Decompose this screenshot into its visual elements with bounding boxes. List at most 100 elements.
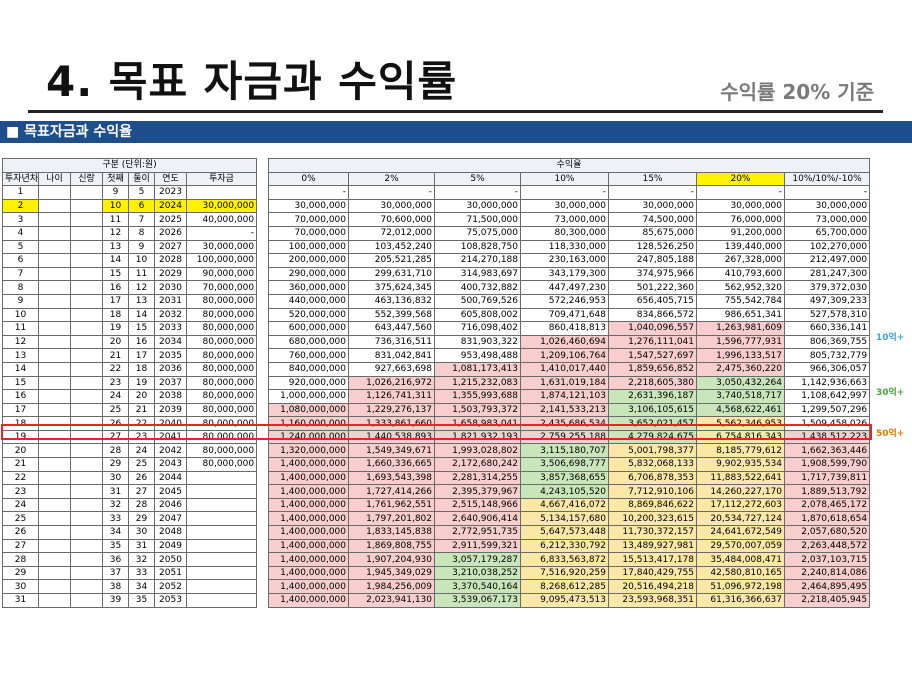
right-col-header: 10%: [520, 171, 609, 187]
first-child-cell: 36: [102, 552, 129, 567]
return-cell: 30,000,000: [520, 198, 609, 214]
table-row: 1,400,000,000 1,907,204,930 3,057,179,287 6…: [268, 552, 871, 567]
investment-cell: 30,000,000: [185, 239, 258, 255]
second-child-cell: 28: [128, 497, 155, 513]
investment-cell: [185, 497, 258, 513]
return-cell: 1,859,656,852: [608, 361, 697, 377]
right-col-header: 10%/10%/-10%: [783, 171, 871, 187]
return-cell: 1,080,000,000: [268, 402, 349, 418]
return-cell: 24,641,672,549: [696, 525, 785, 540]
first-child-cell: 23: [102, 375, 129, 391]
groom-cell: [70, 565, 103, 581]
return-cell: 1,833,145,838: [348, 525, 435, 540]
investment-cell: [185, 470, 258, 486]
groom-cell: [70, 416, 103, 431]
table-row: 7 15 11 2029 90,000,000: [2, 266, 258, 282]
return-cell: 562,952,320: [696, 280, 785, 295]
year-index-cell: 29: [2, 565, 39, 581]
second-child-cell: 10: [128, 253, 155, 268]
note-50: 50억+: [876, 429, 905, 439]
return-cell: 1,821,932,193: [434, 429, 521, 445]
return-cell: 30,000,000: [434, 198, 521, 214]
return-cell: 1,908,599,790: [783, 457, 871, 472]
return-cell: 2,464,895,495: [783, 579, 871, 594]
year-index-cell: 30: [2, 579, 39, 594]
return-cell: 70,000,000: [268, 212, 349, 227]
second-child-cell: 13: [128, 293, 155, 309]
return-cell: 30,000,000: [268, 198, 349, 214]
return-cell: 1,438,512,223: [783, 429, 871, 445]
age-cell: [38, 280, 71, 295]
age-cell: [38, 497, 71, 513]
return-cell: 860,418,813: [520, 321, 609, 336]
return-cell: 2,395,379,967: [434, 484, 521, 499]
year-cell: 2040: [154, 416, 187, 431]
table-row: 1 9 5 2023: [2, 185, 258, 200]
return-cell: 30,000,000: [348, 198, 435, 214]
return-cell: 3,050,432,264: [696, 375, 785, 391]
return-cell: 520,000,000: [268, 307, 349, 323]
return-cell: 214,270,188: [434, 253, 521, 268]
note-30: 30억+: [876, 388, 905, 398]
second-child-cell: 7: [128, 212, 155, 227]
return-cell: -: [434, 185, 521, 200]
return-cell: 2,640,906,414: [434, 511, 521, 527]
first-child-cell: 37: [102, 565, 129, 581]
return-cell: 1,400,000,000: [268, 552, 349, 567]
year-cell: 2051: [154, 565, 187, 581]
investment-cell: -: [185, 225, 258, 241]
return-cell: 314,983,697: [434, 266, 521, 282]
return-cell: 3,652,021,457: [608, 416, 697, 431]
return-cell: 1,596,777,931: [696, 334, 785, 350]
return-cell: 1,993,028,802: [434, 443, 521, 459]
return-cell: 76,000,000: [696, 212, 785, 227]
table-row: 200,000,000 205,521,285 214,270,188 230,163…: [268, 253, 871, 268]
table-row: 12 20 16 2034 80,000,000: [2, 334, 258, 350]
return-cell: 5,001,798,377: [608, 443, 697, 459]
groom-cell: [70, 239, 103, 255]
return-cell: 660,336,141: [783, 321, 871, 336]
table-row: 19 27 23 2041 80,000,000: [2, 429, 258, 445]
year-cell: 2045: [154, 484, 187, 499]
age-cell: [38, 307, 71, 323]
right-col-header: 0%: [268, 171, 349, 187]
return-cell: 35,484,008,471: [696, 552, 785, 567]
return-cell: 3,740,518,717: [696, 389, 785, 404]
return-cell: 736,316,511: [348, 334, 435, 350]
right-col-header: 5%: [434, 171, 521, 187]
year-index-cell: 25: [2, 511, 39, 527]
return-cell: 20,516,494,218: [608, 579, 697, 594]
return-cell: 4,667,416,072: [520, 497, 609, 513]
age-cell: [38, 361, 71, 377]
year-cell: 2044: [154, 470, 187, 486]
return-cell: 1,276,111,041: [608, 334, 697, 350]
return-cell: 1,240,000,000: [268, 429, 349, 445]
return-cell: 128,526,250: [608, 239, 697, 255]
first-child-cell: 30: [102, 470, 129, 486]
return-cell: 600,000,000: [268, 321, 349, 336]
second-child-cell: 24: [128, 443, 155, 459]
return-cell: 1,761,962,551: [348, 497, 435, 513]
table-row: 1,400,000,000 1,869,808,755 2,911,599,321 6…: [268, 538, 871, 554]
note-10: 10억+: [876, 333, 905, 343]
investment-cell: 90,000,000: [185, 266, 258, 282]
table-row: 13 21 17 2035 80,000,000: [2, 348, 258, 363]
year-cell: 2042: [154, 443, 187, 459]
return-cell: 3,539,067,173: [434, 593, 521, 608]
second-child-cell: 35: [128, 593, 155, 608]
return-cell: 103,452,240: [348, 239, 435, 255]
return-cell: 840,000,000: [268, 361, 349, 377]
investment-cell: 80,000,000: [185, 402, 258, 418]
age-cell: [38, 525, 71, 540]
return-cell: 2,037,103,715: [783, 552, 871, 567]
return-cell: 2,057,680,520: [783, 525, 871, 540]
first-child-cell: 29: [102, 457, 129, 472]
return-cell: 118,330,000: [520, 239, 609, 255]
return-cell: 400,732,882: [434, 280, 521, 295]
table-row: 1,400,000,000 1,693,543,398 2,281,314,255 3…: [268, 470, 871, 486]
table-row: 520,000,000 552,399,568 605,808,002 709,471…: [268, 307, 871, 323]
year-index-cell: 12: [2, 334, 39, 350]
return-cell: 1,229,276,137: [348, 402, 435, 418]
return-cell: 2,435,686,534: [520, 416, 609, 431]
return-cell: 716,098,402: [434, 321, 521, 336]
